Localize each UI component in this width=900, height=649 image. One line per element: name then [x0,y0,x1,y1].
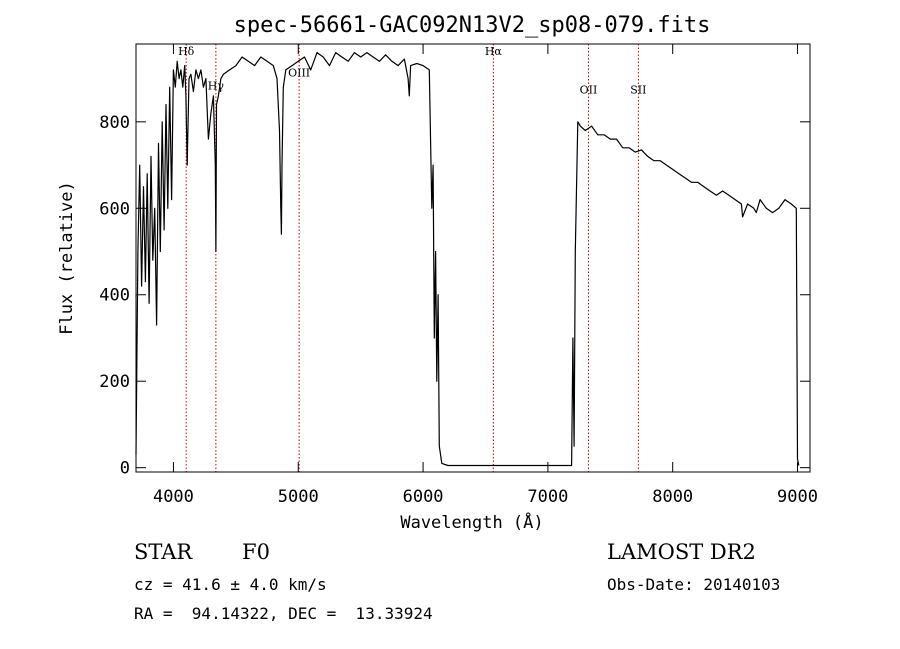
spectral-line-markers: Hδ Hγ OIII Hα OII SII [178,44,646,472]
x-tick-label-2: 6000 [403,487,444,507]
observation-date: Obs-Date: 20140103 [607,575,781,594]
x-axis-label: Wavelength (Å) [400,511,543,533]
spectrum-series [135,51,800,467]
x-tick-label-0: 4000 [153,487,194,507]
x-axis: 4000 5000 6000 7000 8000 9000 [153,44,818,507]
spectral-line-label-5: SII [630,84,646,97]
spectral-line-label-0: Hδ [178,45,195,58]
x-tick-label-5: 9000 [777,487,818,507]
spectral-line-label-3: Hα [485,45,503,58]
y-axis-label: Flux (relative) [57,181,77,335]
plot-frame [135,43,811,473]
x-tick-label-1: 5000 [278,487,319,507]
redshift-value: cz = 41.6 ± 4.0 km/s [134,575,327,594]
y-tick-label-3: 600 [99,199,130,219]
spectral-line-label-4: OII [580,84,598,97]
coordinates: RA = 94.14322, DEC = 13.33924 [134,604,433,623]
y-tick-label-4: 800 [99,113,130,133]
y-tick-label-2: 400 [99,286,130,306]
y-tick-label-1: 200 [99,372,130,392]
y-axis: 0 200 400 600 800 [99,113,810,479]
object-subclass: F0 [242,540,270,564]
chart-title: spec-56661-GAC092N13V2_sp08-079.fits [234,13,711,38]
y-tick-label-0: 0 [120,459,130,479]
x-tick-label-4: 8000 [652,487,693,507]
spectrum-line-0 [135,51,800,467]
spectral-line-label-1: Hγ [208,79,225,92]
object-class: STAR [134,540,193,564]
x-tick-label-3: 7000 [527,487,568,507]
spectral-line-label-2: OIII [288,66,310,79]
survey-name: LAMOST DR2 [607,540,756,564]
